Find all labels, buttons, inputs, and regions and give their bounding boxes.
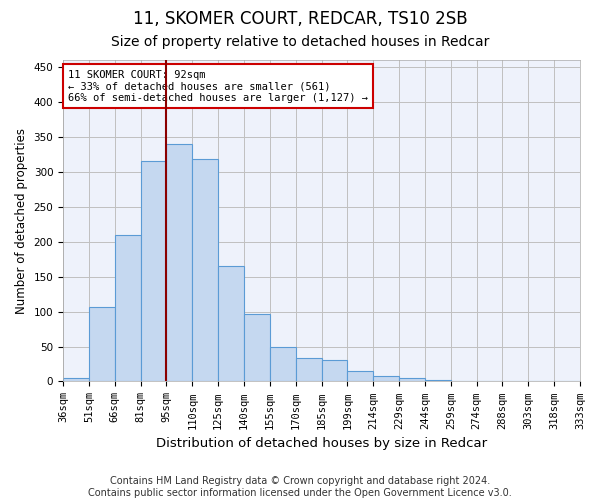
X-axis label: Distribution of detached houses by size in Redcar: Distribution of detached houses by size … xyxy=(156,437,487,450)
Text: Size of property relative to detached houses in Redcar: Size of property relative to detached ho… xyxy=(111,35,489,49)
Text: 11, SKOMER COURT, REDCAR, TS10 2SB: 11, SKOMER COURT, REDCAR, TS10 2SB xyxy=(133,10,467,28)
Bar xyxy=(425,380,451,382)
Bar xyxy=(244,314,270,382)
Bar xyxy=(218,266,244,382)
Bar xyxy=(296,358,322,382)
Bar xyxy=(270,346,296,382)
Bar xyxy=(322,360,347,382)
Y-axis label: Number of detached properties: Number of detached properties xyxy=(15,128,28,314)
Text: 11 SKOMER COURT: 92sqm
← 33% of detached houses are smaller (561)
66% of semi-de: 11 SKOMER COURT: 92sqm ← 33% of detached… xyxy=(68,70,368,103)
Bar xyxy=(451,380,476,382)
Bar xyxy=(140,162,166,382)
Bar xyxy=(347,371,373,382)
Bar xyxy=(373,376,399,382)
Bar xyxy=(192,159,218,382)
Bar xyxy=(115,234,140,382)
Bar xyxy=(166,144,192,382)
Bar xyxy=(89,308,115,382)
Bar xyxy=(399,378,425,382)
Text: Contains HM Land Registry data © Crown copyright and database right 2024.
Contai: Contains HM Land Registry data © Crown c… xyxy=(88,476,512,498)
Bar xyxy=(63,378,89,382)
